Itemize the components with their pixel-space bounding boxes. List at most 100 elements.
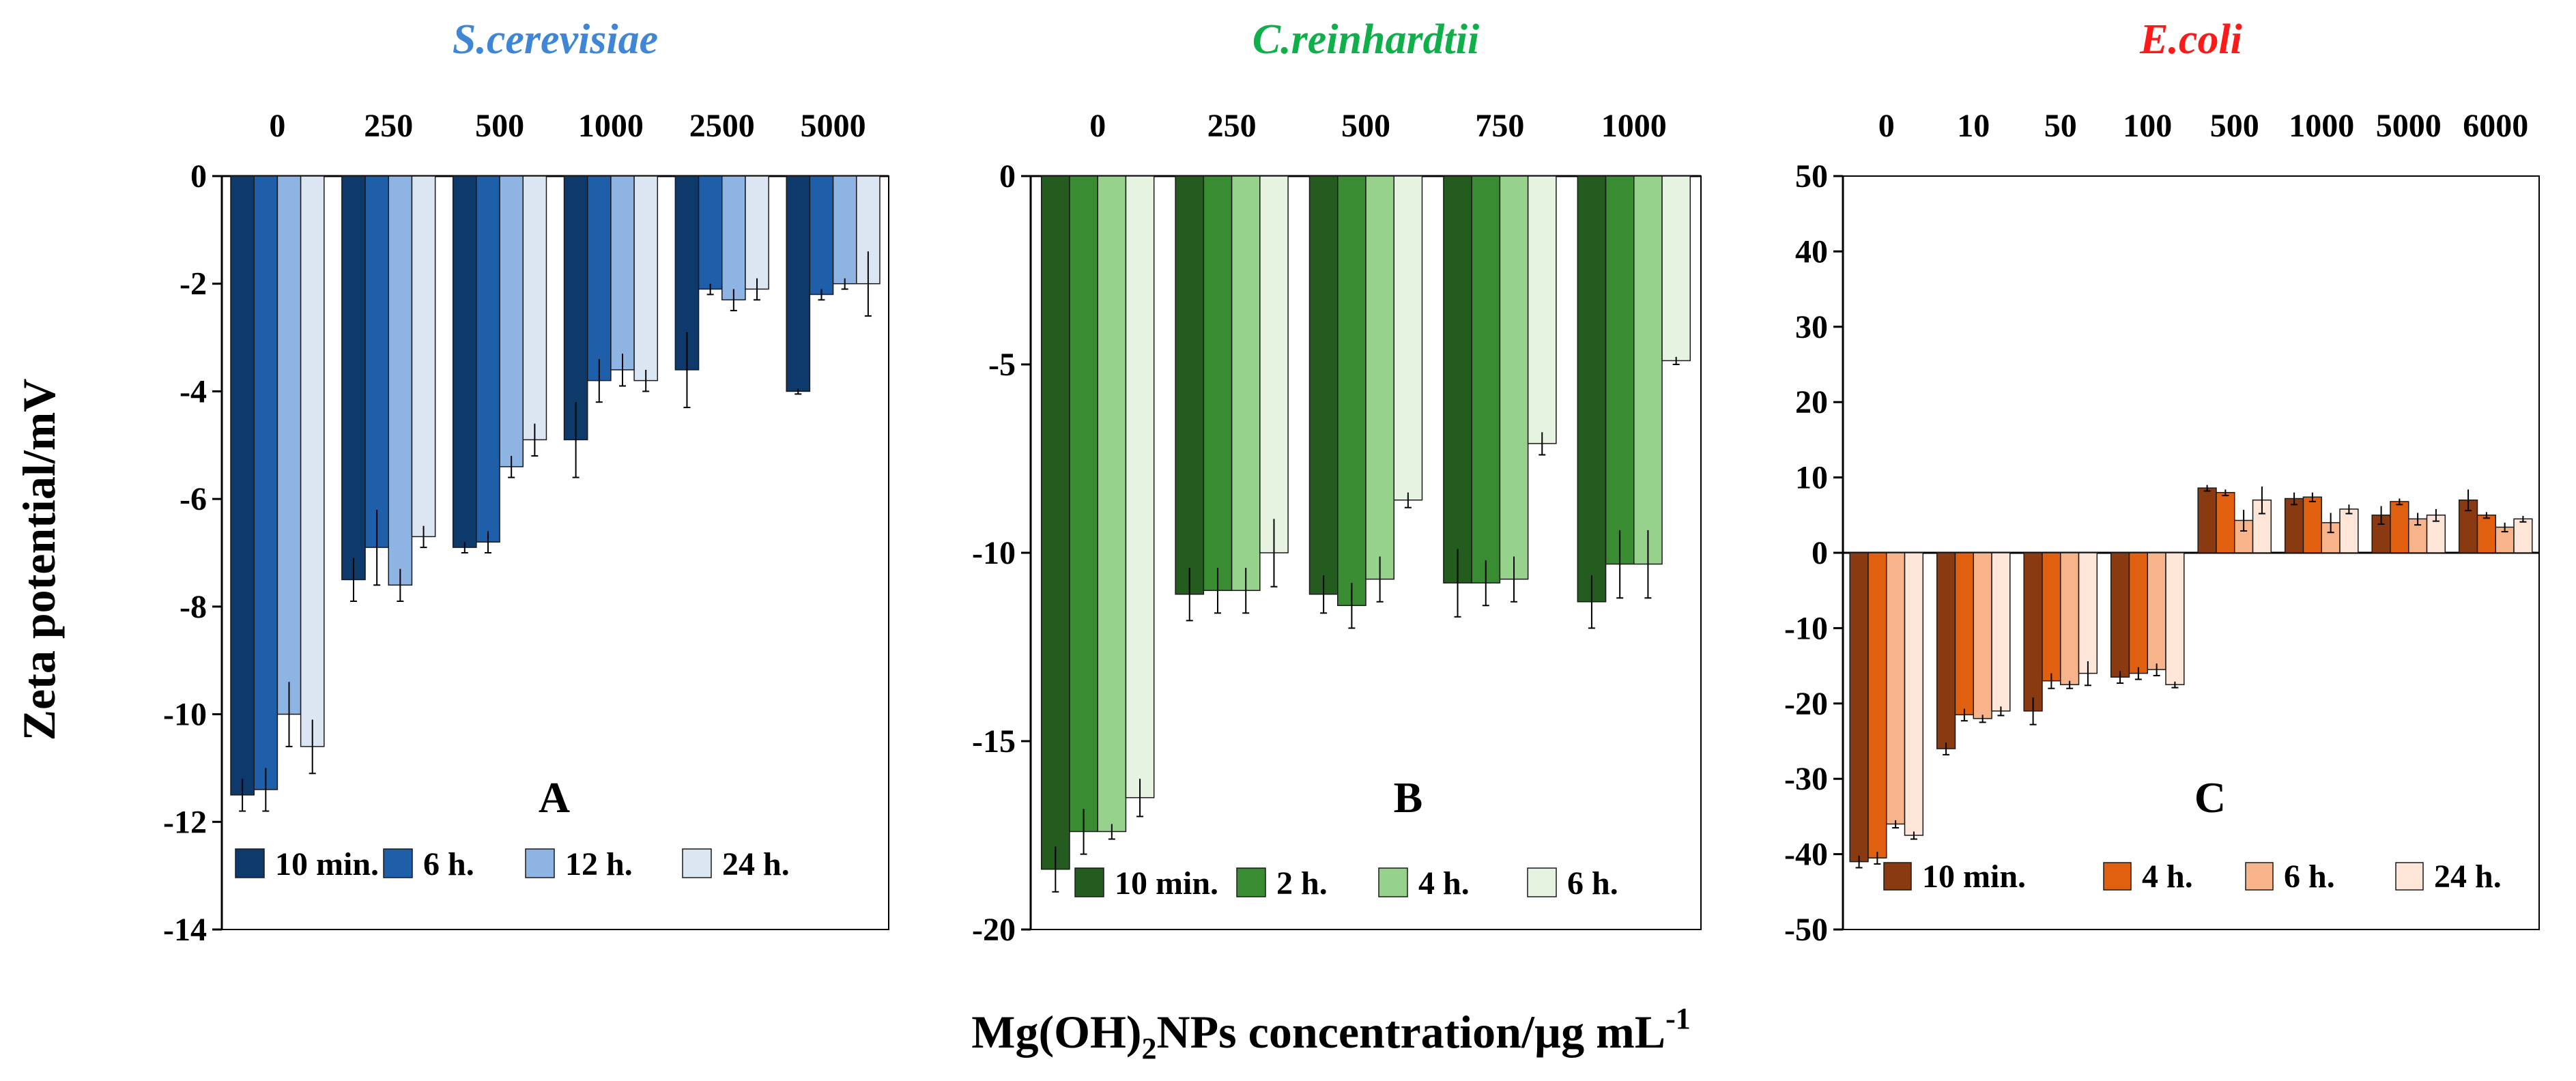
- bar: [452, 175, 477, 548]
- bar: [1499, 175, 1529, 580]
- legend-label: 4 h.: [1418, 865, 1470, 902]
- bar: [832, 175, 857, 285]
- category-label: 500: [2210, 108, 2259, 144]
- legend-swatch: [235, 848, 265, 878]
- bar: [1125, 175, 1155, 798]
- category-label: 250: [364, 108, 413, 144]
- category-label: 750: [1475, 108, 1524, 144]
- bar: [341, 175, 366, 581]
- bar: [2284, 498, 2304, 553]
- y-tick-label: -50: [1784, 912, 1828, 948]
- bar: [1259, 175, 1289, 553]
- panel-label: C: [2194, 773, 2226, 822]
- y-tick-label: -2: [180, 266, 207, 302]
- legend: 10 min. 4 h. 6 h. 24 h.: [1883, 859, 2502, 895]
- y-tick-label: 50: [1795, 158, 1828, 194]
- chart-title: E.coli: [2139, 16, 2242, 63]
- bar: [1849, 552, 1869, 863]
- bar: [2128, 552, 2149, 674]
- legend-label: 6 h.: [423, 846, 474, 882]
- bar: [253, 175, 278, 790]
- category-label: 0: [269, 108, 285, 144]
- bar: [1577, 175, 1607, 603]
- bar: [388, 175, 413, 586]
- legend-label: 4 h.: [2142, 859, 2193, 895]
- y-tick-label: -10: [1784, 610, 1828, 646]
- category-label: 10: [1957, 108, 1990, 144]
- bar: [698, 175, 723, 290]
- legend-swatch: [1883, 862, 1912, 891]
- y-tick-label: -10: [972, 535, 1016, 571]
- bar: [1527, 175, 1557, 444]
- chart-title: C.reinhardtii: [1253, 16, 1480, 63]
- chart-panel-b: 0 -5 -10 -15 -20 C.reinhardtii 0 250 500 750 1000 B…: [972, 16, 1702, 948]
- legend-label: 6 h.: [2284, 859, 2335, 895]
- legend-swatch: [682, 848, 712, 878]
- y-tick-label: 30: [1795, 309, 1828, 345]
- legend-label: 6 h.: [1567, 865, 1618, 902]
- bar: [2458, 499, 2478, 553]
- legend-label: 2 h.: [1276, 865, 1328, 902]
- panel-label: B: [1394, 773, 1423, 822]
- bar: [300, 175, 325, 747]
- y-tick-label: -30: [1784, 761, 1828, 797]
- bar: [1471, 175, 1501, 583]
- y-tick-label: -20: [972, 912, 1016, 948]
- bar: [1605, 175, 1635, 565]
- bar: [2513, 518, 2533, 553]
- legend: 10 min. 6 h. 12 h. 24 h.: [235, 846, 790, 882]
- bar: [2110, 552, 2130, 678]
- bar: [522, 175, 547, 441]
- category-label: 5000: [801, 108, 866, 144]
- bar: [2023, 552, 2043, 712]
- bar: [2390, 501, 2409, 553]
- bar: [2165, 552, 2185, 685]
- bar: [1097, 175, 1127, 833]
- category-label: 1000: [2289, 108, 2354, 144]
- bar: [2078, 552, 2098, 674]
- y-tick-label: 40: [1795, 233, 1828, 270]
- legend-swatch: [2395, 862, 2424, 891]
- category-label: 50: [2044, 108, 2077, 144]
- bar: [1954, 552, 1975, 716]
- bar: [2476, 515, 2497, 553]
- bar: [1936, 552, 1956, 749]
- legend: 10 min. 2 h. 4 h. 6 h.: [1074, 865, 1618, 902]
- bar: [230, 175, 255, 796]
- y-tick-label: -8: [180, 589, 207, 625]
- chart-panel-a: 0 -2 -4 -6 -8 -10 -12 -14 S.cerevisiae 0 250 500 100…: [163, 16, 889, 948]
- x-axis-label-subscript: 2: [1142, 1032, 1157, 1065]
- bar: [276, 175, 302, 715]
- bar: [1867, 552, 1887, 859]
- legend-label: 10 min.: [275, 846, 379, 882]
- bar: [499, 175, 524, 467]
- y-tick-label: -6: [180, 481, 207, 517]
- bar: [809, 175, 834, 296]
- category-label: 1000: [578, 108, 644, 144]
- bar: [2060, 552, 2080, 685]
- bar: [633, 175, 659, 381]
- y-axis-label: Zeta potential/mV: [13, 379, 65, 741]
- y-tick-label: -12: [163, 804, 207, 840]
- legend-swatch: [1074, 867, 1104, 897]
- y-tick-label: 20: [1795, 384, 1828, 420]
- y-tick-label: 10: [1795, 460, 1828, 496]
- y-tick-label: -5: [988, 347, 1016, 383]
- bar: [2216, 491, 2235, 553]
- x-axis-label-main: Mg(OH): [971, 1006, 1141, 1058]
- y-tick-label: -14: [163, 912, 207, 948]
- x-axis-label-rest: NPs concentration/µg mL: [1157, 1006, 1666, 1058]
- category-label: 0: [1089, 108, 1106, 144]
- bar: [2302, 496, 2323, 553]
- bar: [586, 175, 612, 381]
- legend-label: 10 min.: [1115, 865, 1218, 902]
- bar: [1337, 175, 1366, 607]
- bar: [411, 175, 436, 538]
- bar: [1175, 175, 1205, 595]
- category-label: 2500: [689, 108, 755, 144]
- bar: [1661, 175, 1691, 362]
- category-label: 250: [1207, 108, 1257, 144]
